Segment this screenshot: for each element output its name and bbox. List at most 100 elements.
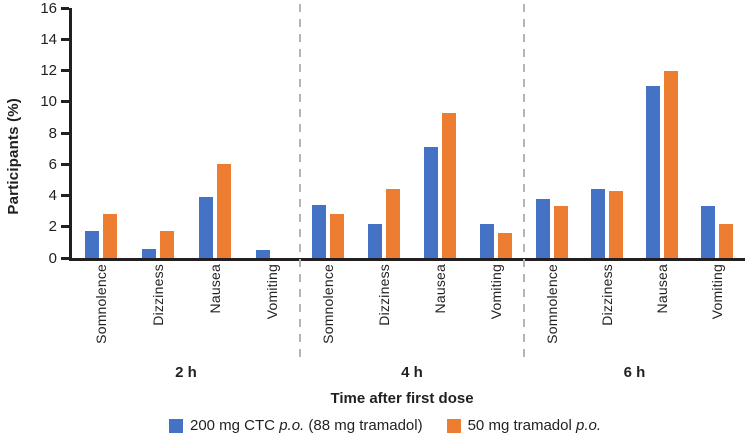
category-label: Somnolence [543, 264, 560, 344]
bar [498, 233, 512, 258]
y-tick-mark [61, 69, 69, 72]
category-label-cell: Vomiting [480, 264, 512, 361]
category-label-group: Somnolence Dizziness Nausea Vomiting [72, 264, 300, 361]
bar [553, 206, 568, 258]
y-tick-mark [61, 37, 69, 41]
bar [84, 231, 99, 258]
category-label: Nausea [206, 264, 223, 314]
bar-cluster [535, 198, 568, 258]
category-label: Dizziness [376, 264, 392, 326]
bar-cluster [84, 214, 117, 258]
legend-label: 200 mg CTC p.o. (88 mg tramadol) [189, 417, 423, 434]
category-label-group: Somnolence Dizziness Nausea Vomiting [300, 264, 524, 361]
bar [535, 198, 550, 258]
category-label-cell: Dizziness [142, 264, 174, 361]
category-labels: Somnolence Dizziness Nausea Vomiting Somnole… [72, 264, 745, 361]
y-tick-label: 2 [48, 218, 57, 236]
group-separator-2h-4h [299, 4, 301, 362]
legend-item: 200 mg CTC p.o. (88 mg tramadol) [168, 417, 423, 434]
bar-group-6h [524, 8, 745, 258]
bar [608, 190, 623, 258]
category-label-cell: Vomiting [701, 264, 733, 361]
bar-group-2h [72, 8, 300, 258]
y-tick-label: 0 [48, 249, 57, 267]
bar [141, 248, 156, 258]
bar-cluster [141, 231, 174, 258]
y-axis-title-text: Participants (%) [4, 97, 22, 215]
y-tick-label: 12 [40, 62, 57, 79]
y-tick-label: 8 [48, 124, 57, 142]
y-tick-mark [61, 131, 69, 135]
y-axis-title: Participants (%) [1, 58, 25, 254]
category-label-cell: Dizziness [591, 264, 623, 361]
category-label: Nausea [654, 264, 671, 314]
bar [590, 189, 605, 258]
category-label: Vomiting [709, 264, 726, 320]
x-axis-title: Time after first dose [330, 390, 474, 407]
y-tick-mark [61, 6, 69, 10]
bar-cluster [646, 70, 679, 258]
bar [255, 250, 270, 258]
category-label: Vomiting [488, 264, 504, 320]
bar-cluster [255, 250, 288, 258]
bar [159, 231, 174, 258]
group-label: 4 h [401, 364, 423, 381]
bar [664, 70, 679, 258]
category-label: Dizziness [598, 264, 615, 326]
y-tick-mark [61, 194, 69, 197]
category-label: Somnolence [92, 264, 109, 344]
y-tick-label: 10 [40, 93, 57, 111]
category-label-cell: Nausea [646, 264, 678, 361]
bar-cluster [480, 223, 512, 258]
bar [216, 164, 231, 258]
y-tick-mark [61, 225, 69, 229]
y-tick-label: 14 [40, 30, 57, 48]
bars-layer [72, 8, 745, 258]
category-label: Somnolence [320, 264, 336, 344]
category-label-cell: Nausea [199, 264, 231, 361]
legend-swatch-icon [168, 418, 183, 433]
group-labels: 2 h 4 h 6 h [72, 364, 745, 382]
y-tick-label: 4 [48, 187, 57, 204]
category-label: Dizziness [149, 264, 166, 326]
group-separator-4h-6h [523, 4, 525, 362]
bar-cluster [368, 189, 400, 258]
bar [386, 189, 400, 258]
legend: 200 mg CTC p.o. (88 mg tramadol) 50 mg tr… [0, 417, 752, 434]
bar [102, 214, 117, 258]
bar-cluster [701, 206, 734, 258]
bar [330, 214, 344, 258]
bar-cluster [312, 204, 344, 258]
y-tick-mark [61, 256, 69, 260]
bar [198, 197, 213, 258]
bar-group-4h [300, 8, 524, 258]
bar [701, 206, 716, 258]
bar [368, 223, 382, 258]
category-label-group: Somnolence Dizziness Nausea Vomiting [524, 264, 745, 361]
bar [312, 204, 326, 258]
bar [719, 223, 734, 258]
bar [424, 147, 438, 258]
legend-label: 50 mg tramadol p.o. [467, 417, 602, 434]
y-tick-mark [61, 162, 69, 166]
category-label: Vomiting [263, 264, 280, 320]
category-label-cell: Somnolence [536, 264, 568, 361]
category-label: Nausea [432, 264, 448, 314]
category-label-cell: Vomiting [256, 264, 288, 361]
bar-cluster [198, 164, 231, 258]
category-label-cell: Somnolence [312, 264, 344, 361]
plot-area [69, 8, 745, 261]
group-label: 6 h [623, 364, 646, 381]
category-label-cell: Somnolence [85, 264, 117, 361]
bar-cluster [424, 112, 456, 258]
y-tick-label: 6 [48, 155, 57, 173]
bar [480, 223, 494, 258]
category-label-cell: Dizziness [368, 264, 400, 361]
bar [646, 86, 661, 258]
bar-cluster [590, 189, 623, 258]
legend-item: 50 mg tramadol p.o. [446, 417, 602, 434]
y-tick-mark [61, 100, 69, 104]
bar [442, 112, 456, 258]
legend-swatch-icon [446, 418, 461, 433]
